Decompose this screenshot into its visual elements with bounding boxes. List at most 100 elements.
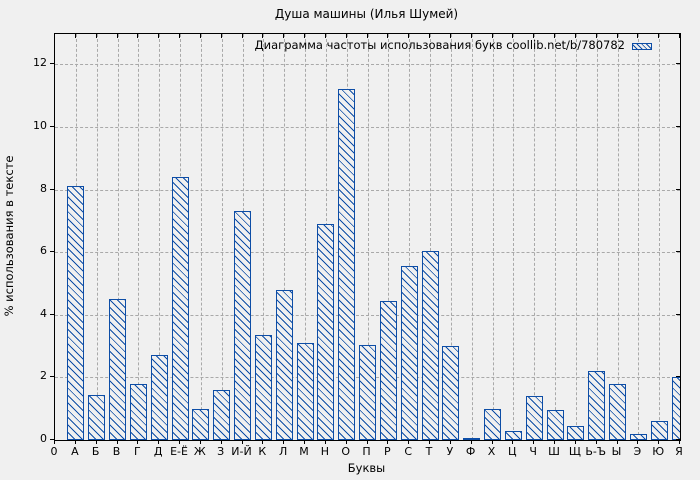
bar-Н [317, 224, 335, 440]
gridline-vertical [534, 34, 536, 440]
y-tick-mark-mirror [676, 188, 680, 190]
x-tick-mark [679, 440, 680, 444]
chart-title: Душа машины (Илья Шумей) [274, 7, 459, 21]
bar-Р [379, 301, 397, 440]
y-tick-mark [50, 125, 54, 127]
y-tick-mark [50, 188, 54, 190]
x-tick-label: Ь-Ъ [585, 445, 606, 458]
x-tick-mark [491, 440, 493, 444]
legend-swatch [632, 43, 652, 50]
x-tick-mark [616, 440, 618, 444]
bar-И-Й [234, 211, 251, 440]
bar-Я [671, 377, 680, 440]
x-tick-mark [387, 440, 389, 444]
gridline-vertical [638, 34, 640, 440]
x-tick-mark [512, 440, 514, 444]
x-tick-mark-mirror [449, 34, 451, 38]
gridline-vertical [680, 34, 681, 440]
y-tick-mark-mirror [676, 63, 680, 65]
x-tick-mark [179, 440, 180, 444]
x-tick-label: 0 [50, 445, 58, 458]
x-tick-label: Е-Ё [170, 445, 188, 458]
x-tick-mark [116, 440, 118, 444]
x-tick-mark [74, 440, 76, 444]
x-tick-mark [158, 440, 160, 444]
x-tick-mark-mirror [533, 34, 535, 38]
bar-М [296, 343, 314, 440]
x-tick-mark-mirror [220, 34, 222, 38]
x-tick-mark-mirror [679, 34, 680, 38]
x-tick-label: О [341, 445, 350, 458]
gridline-vertical [117, 34, 119, 440]
x-tick-mark [324, 440, 326, 444]
x-tick-label: Б [91, 445, 100, 458]
x-tick-mark [637, 440, 639, 444]
x-tick-mark [199, 440, 201, 444]
x-tick-mark-mirror [429, 34, 430, 38]
x-tick-label: Н [320, 445, 329, 458]
x-tick-mark-mirror [387, 34, 389, 38]
y-axis-title: % использования в тексте [2, 155, 16, 317]
y-tick-mark-mirror [676, 376, 680, 378]
x-tick-label: У [446, 445, 454, 458]
x-tick-mark-mirror [408, 34, 410, 38]
gridline-vertical [367, 34, 369, 440]
gridline-vertical [617, 34, 619, 440]
x-tick-mark-mirror [658, 34, 660, 38]
y-tick-mark [50, 313, 54, 315]
x-tick-mark [595, 440, 597, 444]
bar-П [359, 345, 376, 440]
x-tick-label: Э [633, 445, 642, 458]
gridline-vertical [409, 34, 411, 440]
bar-Г [129, 384, 147, 440]
bar-Л [275, 290, 293, 440]
bar-Д [150, 355, 168, 440]
x-tick-mark [304, 440, 305, 444]
bar-Ф [463, 438, 481, 440]
gridline-vertical [450, 34, 452, 440]
x-tick-label: С [404, 445, 412, 458]
x-tick-label: Ж [193, 445, 206, 458]
y-tick-label: 4 [40, 306, 47, 320]
x-tick-mark [54, 440, 55, 444]
x-tick-mark-mirror [283, 34, 285, 38]
x-tick-mark [366, 440, 368, 444]
bar-Ы [609, 384, 626, 440]
y-tick-label: 8 [40, 181, 47, 195]
x-tick-mark [449, 440, 451, 444]
x-tick-mark-mirror [74, 34, 76, 38]
x-tick-mark [554, 440, 555, 444]
x-tick-mark-mirror [616, 34, 618, 38]
x-tick-mark-mirror [54, 34, 55, 38]
x-tick-label: Ы [611, 445, 622, 458]
bar-В [109, 299, 126, 440]
x-tick-label: М [299, 445, 309, 458]
gridline-vertical [513, 34, 515, 440]
gridline-vertical [96, 34, 98, 440]
x-tick-label: Х [487, 445, 496, 458]
x-tick-mark-mirror [95, 34, 97, 38]
x-tick-mark [574, 440, 576, 444]
y-tick-mark-mirror [676, 125, 680, 127]
gridline-vertical [575, 34, 577, 440]
x-tick-label: Г [133, 445, 141, 458]
x-tick-label: П [362, 445, 371, 458]
x-tick-mark-mirror [241, 34, 243, 38]
x-tick-mark-mirror [116, 34, 118, 38]
x-tick-mark-mirror [595, 34, 597, 38]
gridline-vertical [492, 34, 494, 440]
bar-О [338, 89, 356, 440]
plot-area: Диаграмма частоты использования букв coo… [54, 33, 681, 441]
x-tick-mark-mirror [158, 34, 160, 38]
x-tick-mark [470, 440, 472, 444]
bar-Ч [525, 396, 543, 440]
x-tick-label: Ю [652, 445, 665, 458]
x-axis-title: Буквы [347, 461, 386, 475]
x-tick-mark-mirror [574, 34, 576, 38]
x-tick-label: Ч [529, 445, 537, 458]
x-tick-mark-mirror [345, 34, 347, 38]
y-tick-label: 0 [40, 432, 47, 445]
x-tick-mark-mirror [491, 34, 493, 38]
x-tick-mark-mirror [199, 34, 201, 38]
